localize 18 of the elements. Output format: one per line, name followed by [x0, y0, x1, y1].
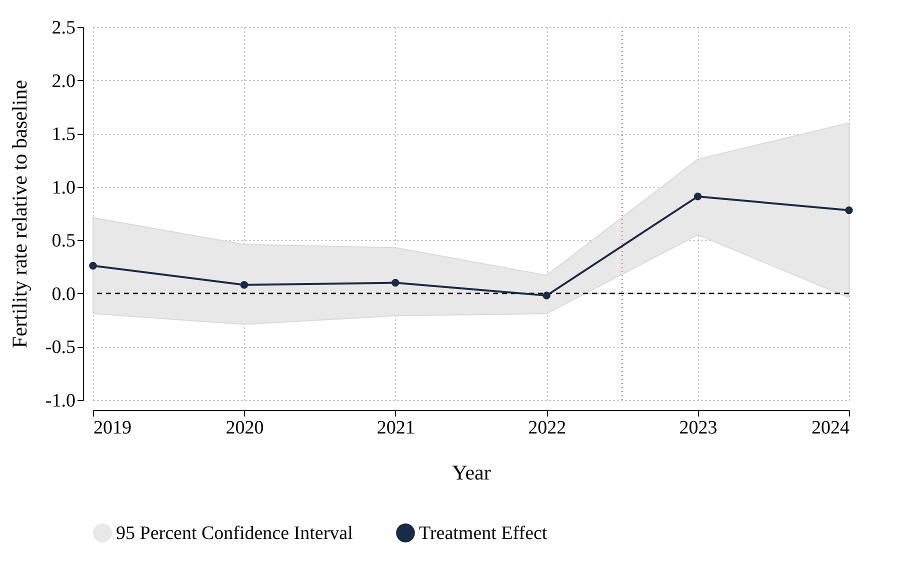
y-tick-label: 2.0: [52, 70, 76, 92]
x-tick-label: 2020: [226, 418, 264, 438]
text: 95 Percent Confidence Interval: [116, 522, 353, 544]
x-tick-label: 2024: [812, 418, 850, 438]
y-tick-label: 1.5: [52, 124, 76, 146]
y-tick-label: 2.5: [52, 18, 76, 38]
x-tick-label: 2023: [679, 418, 718, 438]
y-tick-label: -0.5: [45, 337, 76, 358]
y-tick-label: -1.0: [45, 390, 76, 412]
legend-label: Treatment Effect: [419, 522, 548, 544]
y-tick-label: 0.5: [52, 230, 76, 252]
y-axis-title: Fertility rate relative to baseline: [7, 80, 32, 348]
x-tick-label: 2019: [94, 418, 132, 438]
y-tick-label: 0.0: [52, 284, 76, 305]
x-axis-title: Year: [452, 460, 491, 484]
y-tick-label: 1.0: [52, 177, 76, 198]
x-tick-label: 2022: [528, 418, 566, 438]
x-tick-label: 2021: [376, 418, 415, 438]
